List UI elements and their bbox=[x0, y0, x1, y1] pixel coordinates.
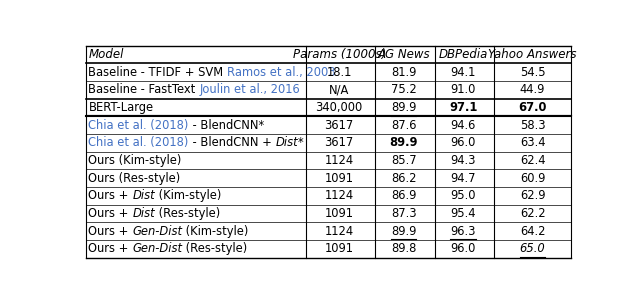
Text: 54.5: 54.5 bbox=[520, 66, 545, 79]
Text: 95.4: 95.4 bbox=[451, 207, 476, 220]
Text: Model: Model bbox=[88, 48, 124, 61]
Text: Ours (Res-style): Ours (Res-style) bbox=[88, 172, 180, 185]
Text: 64.2: 64.2 bbox=[520, 225, 545, 238]
Text: 89.9: 89.9 bbox=[391, 101, 417, 114]
Text: Ours +: Ours + bbox=[88, 207, 132, 220]
Text: AG News: AG News bbox=[378, 48, 430, 61]
Text: 89.8: 89.8 bbox=[391, 242, 417, 255]
Text: 96.0: 96.0 bbox=[451, 242, 476, 255]
Text: 95.0: 95.0 bbox=[451, 189, 476, 202]
Text: Chia et al. (2018): Chia et al. (2018) bbox=[88, 136, 189, 149]
Text: 18.1: 18.1 bbox=[326, 66, 352, 79]
Text: 62.4: 62.4 bbox=[520, 154, 545, 167]
Text: 1091: 1091 bbox=[324, 242, 354, 255]
Text: 1124: 1124 bbox=[324, 225, 354, 238]
Text: Joulin et al., 2016: Joulin et al., 2016 bbox=[199, 83, 300, 96]
Text: 94.7: 94.7 bbox=[451, 172, 476, 185]
Text: 94.3: 94.3 bbox=[451, 154, 476, 167]
Text: Ours +: Ours + bbox=[88, 242, 132, 255]
Text: 58.3: 58.3 bbox=[520, 119, 545, 132]
Text: BERT-Large: BERT-Large bbox=[88, 101, 154, 114]
Text: 67.0: 67.0 bbox=[518, 101, 547, 114]
Text: 75.2: 75.2 bbox=[391, 83, 417, 96]
Text: Ours (Kim-style): Ours (Kim-style) bbox=[88, 154, 182, 167]
Text: N/A: N/A bbox=[329, 83, 349, 96]
Text: Gen-Dist: Gen-Dist bbox=[132, 225, 182, 238]
Text: 62.2: 62.2 bbox=[520, 207, 545, 220]
Text: Params (1000s): Params (1000s) bbox=[292, 48, 386, 61]
Text: *: * bbox=[298, 136, 303, 149]
Text: 96.0: 96.0 bbox=[451, 136, 476, 149]
Text: 3617: 3617 bbox=[324, 119, 354, 132]
Text: 63.4: 63.4 bbox=[520, 136, 545, 149]
Text: 3617: 3617 bbox=[324, 136, 354, 149]
Text: Yahoo Answers: Yahoo Answers bbox=[488, 48, 577, 61]
Text: (Kim-style): (Kim-style) bbox=[155, 189, 221, 202]
Text: Ours +: Ours + bbox=[88, 189, 132, 202]
Text: 44.9: 44.9 bbox=[520, 83, 545, 96]
Text: 1124: 1124 bbox=[324, 189, 354, 202]
Text: Baseline - TFIDF + SVM: Baseline - TFIDF + SVM bbox=[88, 66, 227, 79]
Text: - BlendCNN*: - BlendCNN* bbox=[189, 119, 264, 132]
Text: 87.6: 87.6 bbox=[391, 119, 417, 132]
Text: Dist: Dist bbox=[275, 136, 298, 149]
Text: 87.3: 87.3 bbox=[391, 207, 417, 220]
Text: 1124: 1124 bbox=[324, 154, 354, 167]
Text: Gen-Dist: Gen-Dist bbox=[132, 242, 182, 255]
Text: 91.0: 91.0 bbox=[451, 83, 476, 96]
Text: 86.9: 86.9 bbox=[391, 189, 417, 202]
Text: (Kim-style): (Kim-style) bbox=[182, 225, 249, 238]
Text: 62.9: 62.9 bbox=[520, 189, 545, 202]
Text: Ramos et al., 2003: Ramos et al., 2003 bbox=[227, 66, 336, 79]
Text: Chia et al. (2018): Chia et al. (2018) bbox=[88, 119, 189, 132]
Text: 65.0: 65.0 bbox=[520, 242, 545, 255]
Text: - BlendCNN +: - BlendCNN + bbox=[189, 136, 275, 149]
Text: Baseline - FastText: Baseline - FastText bbox=[88, 83, 199, 96]
Text: 1091: 1091 bbox=[324, 172, 354, 185]
Text: 85.7: 85.7 bbox=[391, 154, 417, 167]
Text: 94.6: 94.6 bbox=[451, 119, 476, 132]
Text: DBPedia: DBPedia bbox=[438, 48, 488, 61]
Text: 97.1: 97.1 bbox=[449, 101, 477, 114]
Text: 89.9: 89.9 bbox=[391, 225, 417, 238]
Text: (Res-style): (Res-style) bbox=[155, 207, 220, 220]
Text: Dist: Dist bbox=[132, 207, 155, 220]
Text: 60.9: 60.9 bbox=[520, 172, 545, 185]
Text: 89.9: 89.9 bbox=[389, 136, 418, 149]
Text: 94.1: 94.1 bbox=[451, 66, 476, 79]
Text: 96.3: 96.3 bbox=[451, 225, 476, 238]
Text: 86.2: 86.2 bbox=[391, 172, 417, 185]
Text: 1091: 1091 bbox=[324, 207, 354, 220]
Text: 340,000: 340,000 bbox=[316, 101, 363, 114]
Text: 81.9: 81.9 bbox=[391, 66, 417, 79]
Text: (Res-style): (Res-style) bbox=[182, 242, 248, 255]
Text: Dist: Dist bbox=[132, 189, 155, 202]
Text: Ours +: Ours + bbox=[88, 225, 132, 238]
